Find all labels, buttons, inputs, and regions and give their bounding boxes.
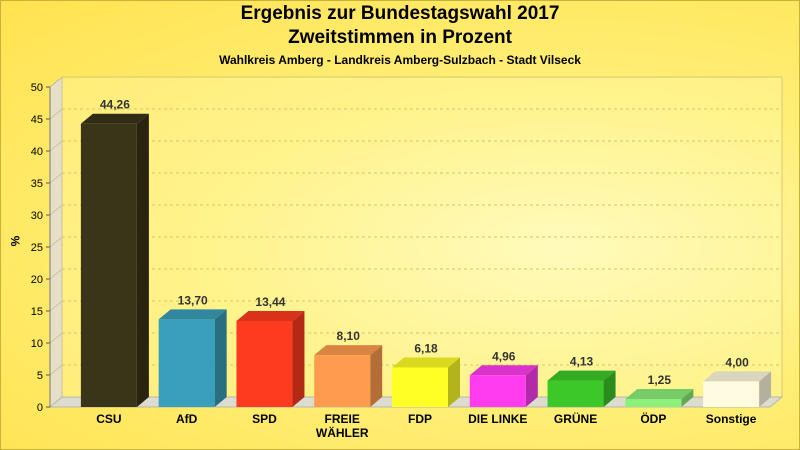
x-tick-label: GRÜNE — [554, 411, 597, 426]
x-tick-label: Sonstige — [706, 412, 757, 426]
bar — [80, 123, 137, 408]
x-tick-label: CSU — [96, 412, 121, 426]
data-label: 1,25 — [648, 373, 672, 387]
gridline-side — [49, 172, 63, 184]
bar-top — [236, 310, 305, 321]
gridline-side — [49, 268, 63, 280]
bar-side — [214, 309, 227, 407]
bar-top — [703, 371, 772, 382]
y-tick-label: 0 — [37, 402, 43, 414]
bar-top — [547, 370, 616, 381]
bar-top — [625, 389, 694, 399]
bar — [469, 375, 526, 407]
data-label: 44,26 — [100, 98, 130, 112]
data-label: 6,18 — [414, 341, 438, 355]
gridline-side — [49, 364, 63, 376]
gridline-side — [49, 204, 63, 216]
chart-title: Ergebnis zur Bundestagswahl 2017 — [240, 3, 560, 24]
gridline-side — [49, 300, 63, 312]
x-tick-label: AfD — [176, 412, 198, 426]
y-tick-label: 30 — [31, 210, 43, 222]
y-tick-label: 5 — [37, 370, 43, 382]
bar-top — [80, 113, 149, 124]
chart-subtitle: Wahlkreis Amberg - Landkreis Amberg-Sulz… — [219, 53, 581, 67]
bar — [703, 381, 760, 407]
bar-side — [525, 365, 538, 407]
bar-side — [292, 310, 305, 407]
bar-side — [681, 389, 694, 407]
gridline-side — [49, 140, 63, 152]
y-tick-label: 20 — [31, 274, 43, 286]
y-tick-label: 10 — [31, 338, 43, 350]
x-tick-label: FREIE — [325, 412, 360, 426]
x-tick-label: FDP — [408, 412, 432, 426]
bar — [314, 355, 371, 407]
y-tick-label: 15 — [31, 306, 43, 318]
gridline-side — [49, 332, 63, 344]
bar-side — [448, 357, 460, 407]
data-label: 13,70 — [178, 293, 208, 307]
bar-top — [469, 365, 538, 376]
x-tick-label: ÖDP — [640, 411, 666, 426]
gridline-side — [49, 108, 63, 120]
bar — [625, 399, 682, 407]
y-tick-label: 45 — [31, 114, 43, 126]
bar — [236, 320, 293, 407]
x-tick-label: DIE LINKE — [468, 412, 527, 426]
x-tick-label: WÄHLER — [316, 425, 369, 440]
data-label: 4,13 — [570, 355, 594, 369]
y-tick-label: 25 — [31, 242, 43, 254]
chart-title-line2: Zweitstimmen in Prozent — [288, 27, 512, 48]
bar — [547, 380, 604, 407]
bar-top — [314, 345, 383, 356]
y-tick-label: 35 — [31, 178, 43, 190]
data-label: 4,96 — [492, 349, 516, 363]
bar-side — [136, 113, 149, 408]
gridline-side — [49, 76, 63, 88]
bar-side — [603, 370, 616, 407]
data-label: 13,44 — [255, 295, 285, 309]
gridline-side — [49, 236, 63, 248]
bar-top — [392, 357, 460, 368]
bar — [392, 367, 448, 407]
bar-top — [158, 309, 227, 320]
bar-side — [759, 371, 772, 407]
x-tick-label: SPD — [252, 412, 277, 426]
y-tick-label: 50 — [31, 82, 43, 94]
data-label: 8,10 — [337, 329, 361, 343]
bar-side — [370, 345, 383, 407]
data-label: 4,00 — [725, 355, 749, 369]
bar — [158, 319, 215, 407]
y-tick-label: 40 — [31, 146, 43, 158]
